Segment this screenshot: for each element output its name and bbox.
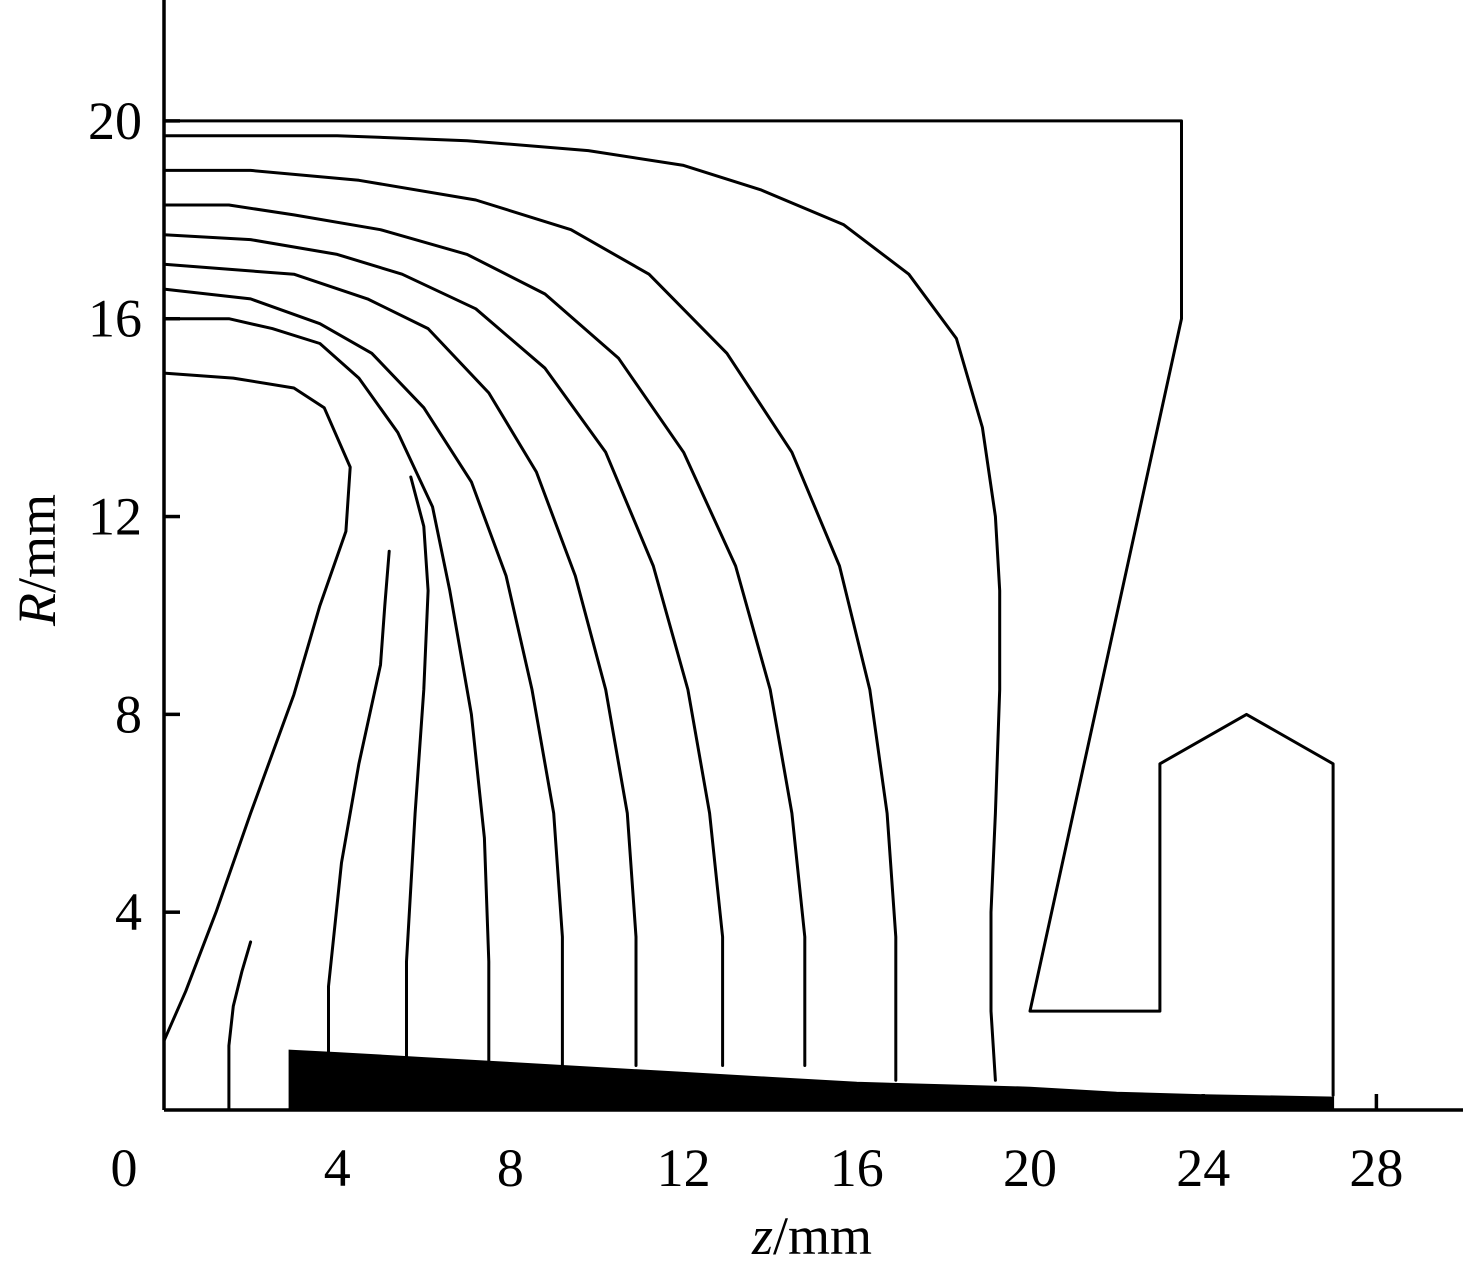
y-axis-var: R	[7, 593, 67, 627]
y-tick-label: 16	[88, 289, 142, 349]
x-axis-var: z	[751, 1206, 773, 1266]
contour-line-8	[162, 233, 725, 1067]
y-tick-label: 12	[88, 487, 142, 547]
x-axis-label: z/mm	[751, 1206, 872, 1266]
x-axis-unit: /mm	[773, 1206, 872, 1266]
x-tick-label: 8	[497, 1138, 524, 1198]
plot-area	[162, 119, 1335, 1112]
contour-line-5	[162, 317, 491, 1067]
y-axis-unit: /mm	[7, 494, 67, 593]
contour-line-10	[162, 168, 898, 1082]
contour-line-6	[162, 287, 564, 1067]
axes	[162, 0, 1463, 1112]
electrode-outline-1	[162, 119, 1335, 1097]
y-tick-label: 20	[88, 91, 142, 151]
contour-line-1	[162, 371, 352, 1043]
contour-line-4	[405, 475, 430, 1067]
x-tick-label: 0	[111, 1138, 138, 1198]
x-tick-label: 24	[1176, 1138, 1230, 1198]
contour-line-2	[227, 940, 253, 1112]
y-tick-label: 4	[115, 882, 142, 942]
y-axis-label: R/mm	[7, 494, 67, 627]
ticks: 0 4 8 12 16 20 24 28 4 8 12 16 20	[88, 91, 1403, 1198]
contour-line-3	[327, 549, 391, 1067]
contour-line-9	[162, 203, 807, 1067]
contour-line-7	[162, 262, 638, 1067]
cathode-shape	[288, 1049, 1335, 1111]
x-tick-label: 20	[1003, 1138, 1057, 1198]
x-tick-label: 28	[1349, 1138, 1403, 1198]
y-tick-label: 8	[115, 684, 142, 744]
x-tick-label: 4	[324, 1138, 351, 1198]
x-tick-label: 16	[830, 1138, 884, 1198]
contour-line-11	[162, 134, 1002, 1082]
x-tick-label: 12	[657, 1138, 711, 1198]
